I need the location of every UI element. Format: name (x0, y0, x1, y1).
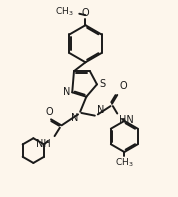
Text: CH$_3$: CH$_3$ (115, 156, 134, 169)
Text: N: N (63, 87, 71, 97)
Text: O: O (82, 8, 89, 18)
Text: CH$_3$: CH$_3$ (55, 5, 74, 18)
Text: N: N (98, 105, 105, 115)
Text: N: N (71, 113, 79, 123)
Text: O: O (46, 107, 53, 116)
Text: O: O (119, 81, 127, 91)
Text: S: S (100, 79, 106, 89)
Text: NH: NH (36, 139, 51, 149)
Text: HN: HN (119, 115, 134, 125)
